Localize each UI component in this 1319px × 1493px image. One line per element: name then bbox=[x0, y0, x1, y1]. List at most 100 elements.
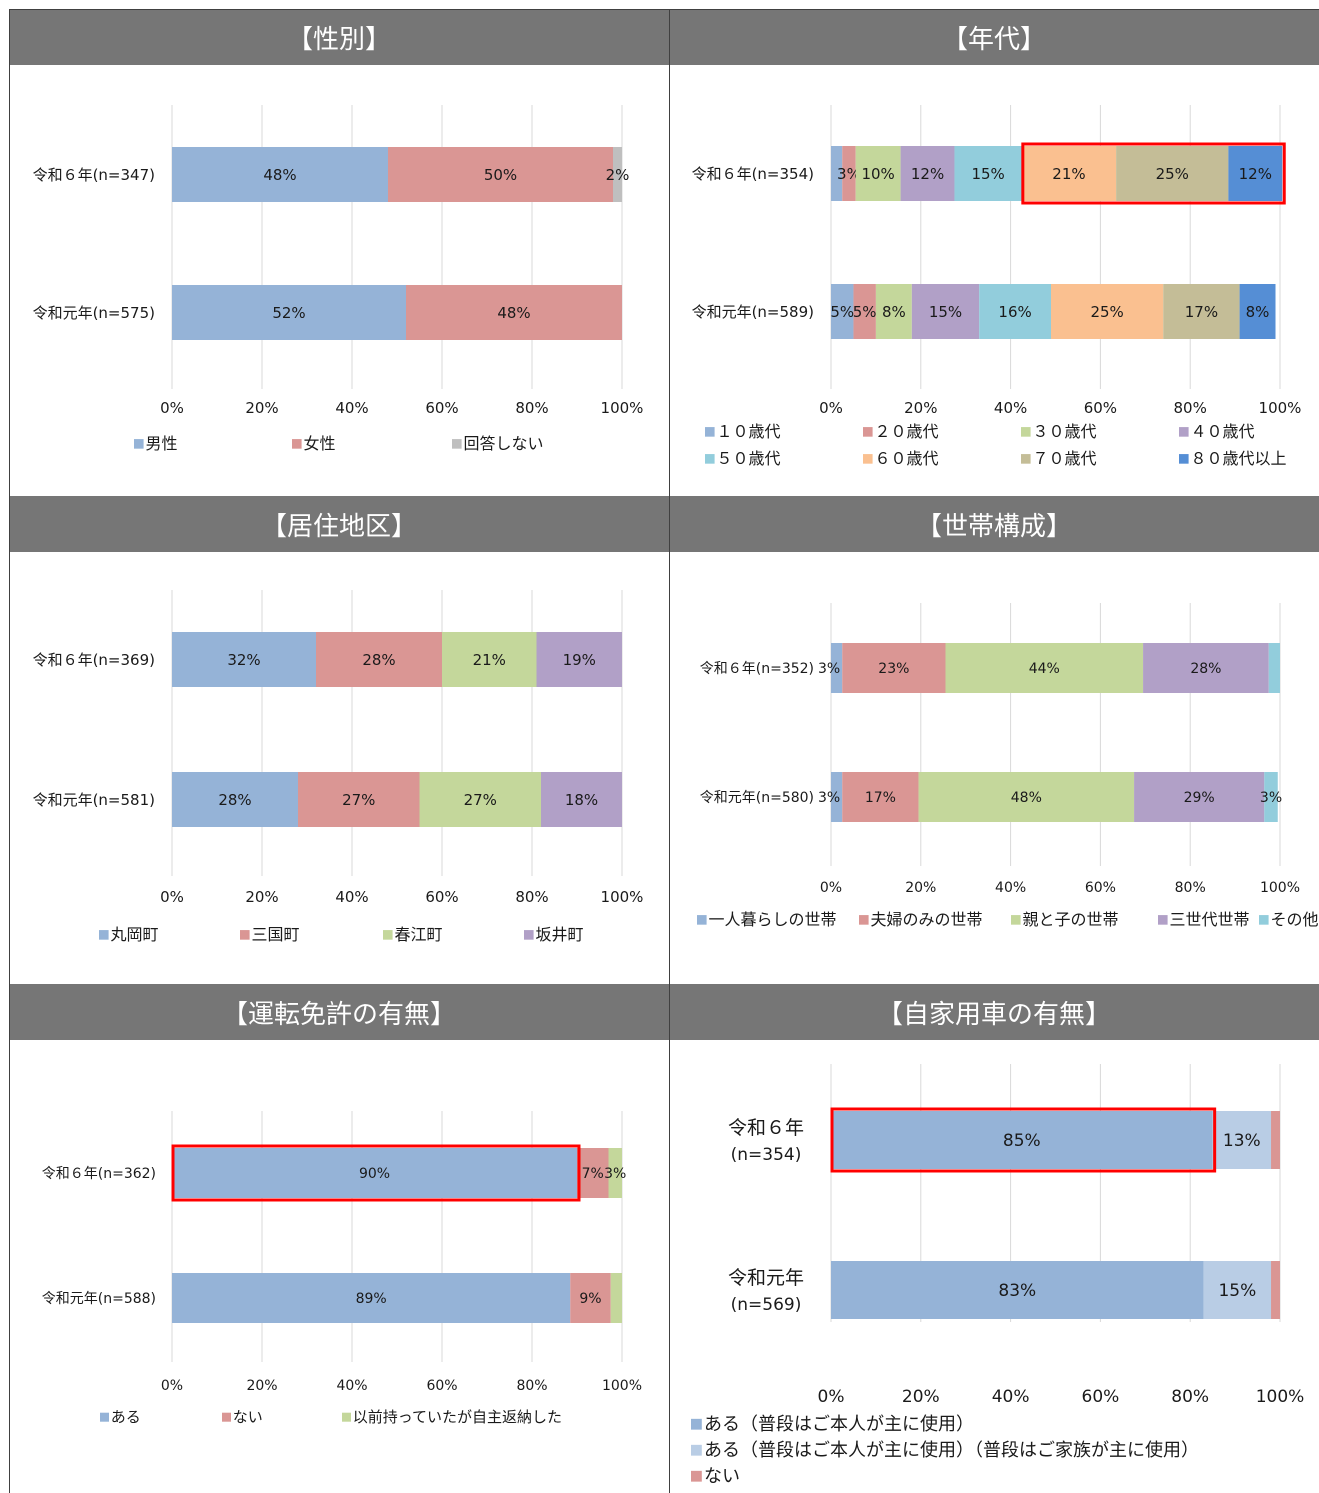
residence-chart-title: 【居住地区】 bbox=[9, 496, 669, 552]
age-chart-title: 【年代】 bbox=[669, 9, 1319, 65]
x-tick-label: 40% bbox=[992, 1387, 1030, 1407]
bar-segment bbox=[172, 632, 316, 687]
bar-segment bbox=[541, 772, 622, 827]
bar-segment bbox=[608, 1148, 622, 1198]
data-label: 5% bbox=[830, 303, 854, 321]
bar-segment bbox=[610, 1273, 622, 1323]
data-label: 10% bbox=[861, 165, 894, 183]
legend-label: ３０歳代 bbox=[1033, 422, 1097, 441]
category-label: 令和６年(n=362) bbox=[42, 1166, 156, 1182]
bar-segment bbox=[918, 772, 1135, 822]
data-label: 3% bbox=[818, 661, 840, 677]
data-label: 27% bbox=[464, 791, 497, 809]
data-label: 25% bbox=[1156, 165, 1189, 183]
legend-swatch bbox=[134, 439, 144, 449]
highlight-box bbox=[1021, 142, 1286, 205]
bar-segment bbox=[1264, 772, 1278, 822]
x-tick-label: 0% bbox=[819, 399, 843, 417]
x-tick-label: 80% bbox=[1175, 880, 1206, 896]
legend-swatch bbox=[859, 915, 869, 925]
data-label: 2% bbox=[606, 166, 630, 184]
bar-segment bbox=[911, 284, 980, 339]
data-label: 16% bbox=[998, 303, 1031, 321]
data-label: 5% bbox=[853, 303, 877, 321]
data-label: 8% bbox=[1246, 303, 1270, 321]
data-label: 12% bbox=[1239, 165, 1272, 183]
legend-label: 坂井町 bbox=[536, 925, 584, 944]
data-label: 32% bbox=[227, 651, 260, 669]
bar-segment bbox=[1271, 1111, 1280, 1169]
data-label: 23% bbox=[878, 661, 909, 677]
bar-segment bbox=[1021, 146, 1117, 201]
household-chart: 0% 20% 40% 60% 80% 100% 3% 23% 44% 28% 令和６年(n=352)… bbox=[697, 603, 1319, 929]
category-label: 令和６年(n=369) bbox=[33, 651, 155, 669]
category-label: 令和元年 bbox=[728, 1267, 804, 1289]
bar-segment bbox=[842, 146, 856, 201]
bar-segment bbox=[875, 284, 912, 339]
bar-segment bbox=[442, 632, 537, 687]
data-label: 28% bbox=[1190, 661, 1221, 677]
x-tick-label: 60% bbox=[1085, 880, 1116, 896]
data-label: 48% bbox=[1011, 790, 1042, 806]
category-label: 令和６年(n=352) bbox=[700, 661, 814, 677]
license-chart-panel: 【運転免許の有無】 0% 20% 40% 60% 80% 100% 90% 7% 3% 令和６年(… bbox=[9, 984, 669, 1493]
residence-chart: 0% 20% 40% 60% 80% 100% 32% 28% 21% 19% 令和６年(n=369… bbox=[33, 590, 643, 944]
data-label: 29% bbox=[1184, 790, 1215, 806]
x-tick-label: 80% bbox=[516, 1378, 547, 1394]
legend-label: 以前持っていたが自主返納した bbox=[353, 1408, 562, 1426]
legend-swatch bbox=[222, 1412, 231, 1422]
legend-label: ない bbox=[704, 1466, 740, 1487]
legend-swatch bbox=[99, 930, 109, 940]
x-tick-label: 0% bbox=[160, 888, 184, 906]
bar-segment bbox=[570, 1273, 611, 1323]
data-label: 44% bbox=[1029, 661, 1060, 677]
bar-segment bbox=[945, 643, 1144, 693]
legend-label: ６０歳代 bbox=[875, 449, 939, 468]
x-tick-label: 0% bbox=[820, 880, 842, 896]
bar-segment bbox=[577, 1148, 609, 1198]
data-label: 3% bbox=[1260, 790, 1282, 806]
bar-segment bbox=[979, 284, 1052, 339]
category-label: 令和元年(n=588) bbox=[42, 1291, 156, 1307]
legend-label: 男性 bbox=[146, 434, 178, 453]
legend-label: 一人暮らしの世帯 bbox=[709, 910, 837, 929]
legend-swatch bbox=[1179, 454, 1189, 464]
data-label: 7% bbox=[582, 1166, 604, 1182]
category-label: (n=569) bbox=[731, 1295, 802, 1315]
data-label: 3% bbox=[818, 790, 840, 806]
bar-segment bbox=[954, 146, 1022, 201]
bar-segment bbox=[1212, 1111, 1272, 1169]
data-label: 90% bbox=[359, 1166, 390, 1182]
bar-segment bbox=[1116, 146, 1229, 201]
data-label: 27% bbox=[342, 791, 375, 809]
legend-label: 回答しない bbox=[464, 434, 544, 453]
bar-segment bbox=[1271, 1261, 1280, 1319]
legend-label: １０歳代 bbox=[717, 422, 781, 441]
data-label: 9% bbox=[579, 1291, 601, 1307]
x-tick-label: 20% bbox=[246, 1378, 277, 1394]
x-tick-label: 20% bbox=[905, 880, 936, 896]
x-tick-label: 0% bbox=[161, 1378, 183, 1394]
legend-label: 親と子の世帯 bbox=[1023, 910, 1119, 929]
legend-swatch bbox=[292, 439, 302, 449]
x-tick-label: 20% bbox=[245, 399, 278, 417]
legend-swatch bbox=[691, 1444, 702, 1456]
legend-label: ある bbox=[111, 1408, 141, 1426]
legend-swatch bbox=[1179, 427, 1189, 437]
x-tick-label: 100% bbox=[1256, 1387, 1305, 1407]
data-label: 85% bbox=[1003, 1131, 1041, 1151]
data-label: 89% bbox=[356, 1291, 387, 1307]
highlight-box bbox=[830, 1107, 1217, 1173]
legend-label: 三国町 bbox=[252, 925, 300, 944]
bar-segment bbox=[1134, 772, 1265, 822]
data-label: 28% bbox=[218, 791, 251, 809]
bar-segment bbox=[172, 1273, 571, 1323]
category-label: 令和元年(n=581) bbox=[33, 791, 155, 809]
x-tick-label: 80% bbox=[515, 888, 548, 906]
x-tick-label: 60% bbox=[425, 399, 458, 417]
age-chart: 0% 20% 40% 60% 80% 100% 3% 10% 12% 15% 21% 25% 12% 令和… bbox=[692, 105, 1301, 468]
data-label: 3% bbox=[837, 165, 861, 183]
left-border bbox=[9, 9, 10, 1493]
bar-segment bbox=[1163, 284, 1240, 339]
age-chart-panel: 【年代】 0% 20% 40% 60% 80% 100% 3% 10% 12% 15% 21% 25%… bbox=[669, 9, 1319, 495]
